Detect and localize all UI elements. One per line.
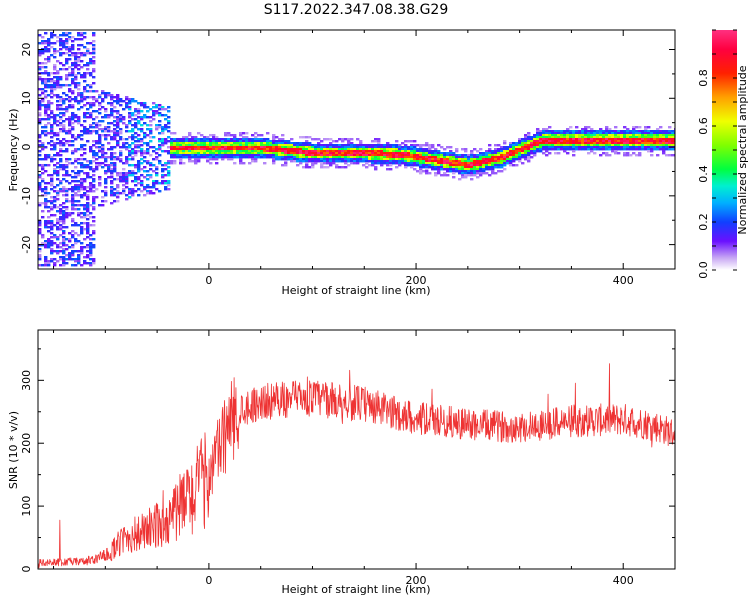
figure-title: S117.2022.347.08.38.G29	[264, 2, 449, 18]
spectrogram-frame	[37, 29, 676, 270]
colorbar-tick-label: 0.8	[697, 69, 710, 87]
spectrogram-panel: 0 200 400 -20 -10 0 10 20 Height of straight l…	[7, 29, 749, 297]
y-tick-label: 100	[20, 496, 33, 517]
snr-plot-area	[38, 330, 675, 569]
colorbar-gradient	[712, 30, 737, 270]
spectrogram-y-label: Frequency (Hz)	[7, 109, 20, 192]
colorbar-tick-label: 0.2	[697, 213, 710, 231]
y-tick-label: -10	[20, 187, 33, 205]
snr-x-axis: 0 200 400	[53, 330, 676, 587]
snr-y-label: SNR (10 * v/v)	[7, 411, 20, 489]
x-tick-label: 400	[613, 574, 634, 587]
spectrogram-y-axis: -20 -10 0 10 20	[20, 43, 675, 270]
colorbar-tick-label: 0.4	[697, 165, 710, 183]
spectrogram-image	[38, 32, 675, 267]
y-tick-label: 0	[20, 566, 33, 573]
x-tick-label: 400	[613, 274, 634, 287]
colorbar-ticks: 0.0 0.2 0.4 0.6 0.8	[697, 29, 737, 279]
x-tick-label: 0	[205, 574, 212, 587]
snr-series-line	[38, 363, 675, 569]
y-tick-label: -20	[20, 236, 33, 254]
x-tick-label: 200	[406, 574, 427, 587]
colorbar-tick-label: 0.0	[697, 261, 710, 279]
y-tick-label: 200	[20, 433, 33, 454]
snr-panel: 0 200 400 0 100 200 300 Height of straight li…	[7, 329, 676, 596]
colorbar-label: Normalized spectral amplitude	[736, 65, 749, 234]
snr-y-axis: 0 100 200 300	[20, 348, 675, 573]
x-tick-label: 0	[205, 274, 212, 287]
spectrogram-x-axis: 0 200 400	[53, 30, 676, 287]
colorbar-tick-label: 0.6	[697, 117, 710, 135]
y-tick-label: 300	[20, 370, 33, 391]
snr-x-label: Height of straight line (km)	[281, 583, 430, 596]
y-tick-label: 20	[20, 43, 33, 57]
snr-frame	[37, 329, 676, 570]
colorbar: 0.0 0.2 0.4 0.6 0.8 Normalized spectral ampl…	[697, 29, 749, 279]
x-tick-label: 200	[406, 274, 427, 287]
y-tick-label: 0	[20, 144, 33, 151]
spectrogram-x-label: Height of straight line (km)	[281, 284, 430, 297]
y-tick-label: 10	[20, 91, 33, 105]
